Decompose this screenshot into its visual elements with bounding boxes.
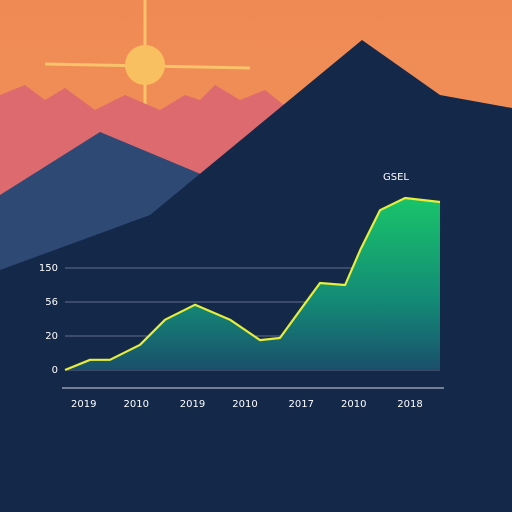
x-tick-label: 2017 (289, 399, 314, 410)
x-tick-label: 2019 (71, 399, 96, 410)
x-tick-label: 2010 (232, 399, 257, 410)
x-tick-label: 2018 (397, 399, 422, 410)
x-tick-label: 2010 (124, 399, 149, 410)
y-tick-label: 56 (45, 297, 58, 308)
front-mountain (0, 40, 512, 512)
x-tick-label: 2019 (180, 399, 205, 410)
series-label: GSEL (383, 172, 409, 183)
x-tick-label: 2010 (341, 399, 366, 410)
line (64, 196, 441, 372)
y-tick-label: 150 (39, 263, 58, 274)
y-tick-label: 0 (52, 365, 58, 376)
y-tick-label: 20 (45, 331, 58, 342)
